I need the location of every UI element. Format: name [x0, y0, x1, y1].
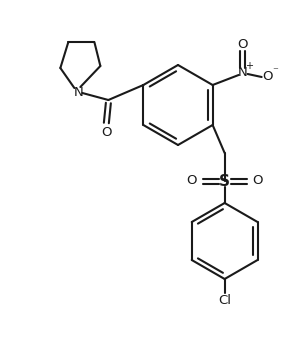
- Text: N: N: [238, 67, 248, 79]
- Text: N: N: [73, 86, 83, 98]
- Text: O: O: [101, 125, 112, 139]
- Text: ⁻: ⁻: [273, 66, 279, 76]
- Text: +: +: [245, 61, 253, 71]
- Text: O: O: [252, 174, 263, 188]
- Text: Cl: Cl: [218, 294, 231, 308]
- Text: S: S: [219, 173, 230, 189]
- Text: O: O: [186, 174, 197, 188]
- Text: O: O: [262, 71, 273, 83]
- Text: O: O: [238, 39, 248, 51]
